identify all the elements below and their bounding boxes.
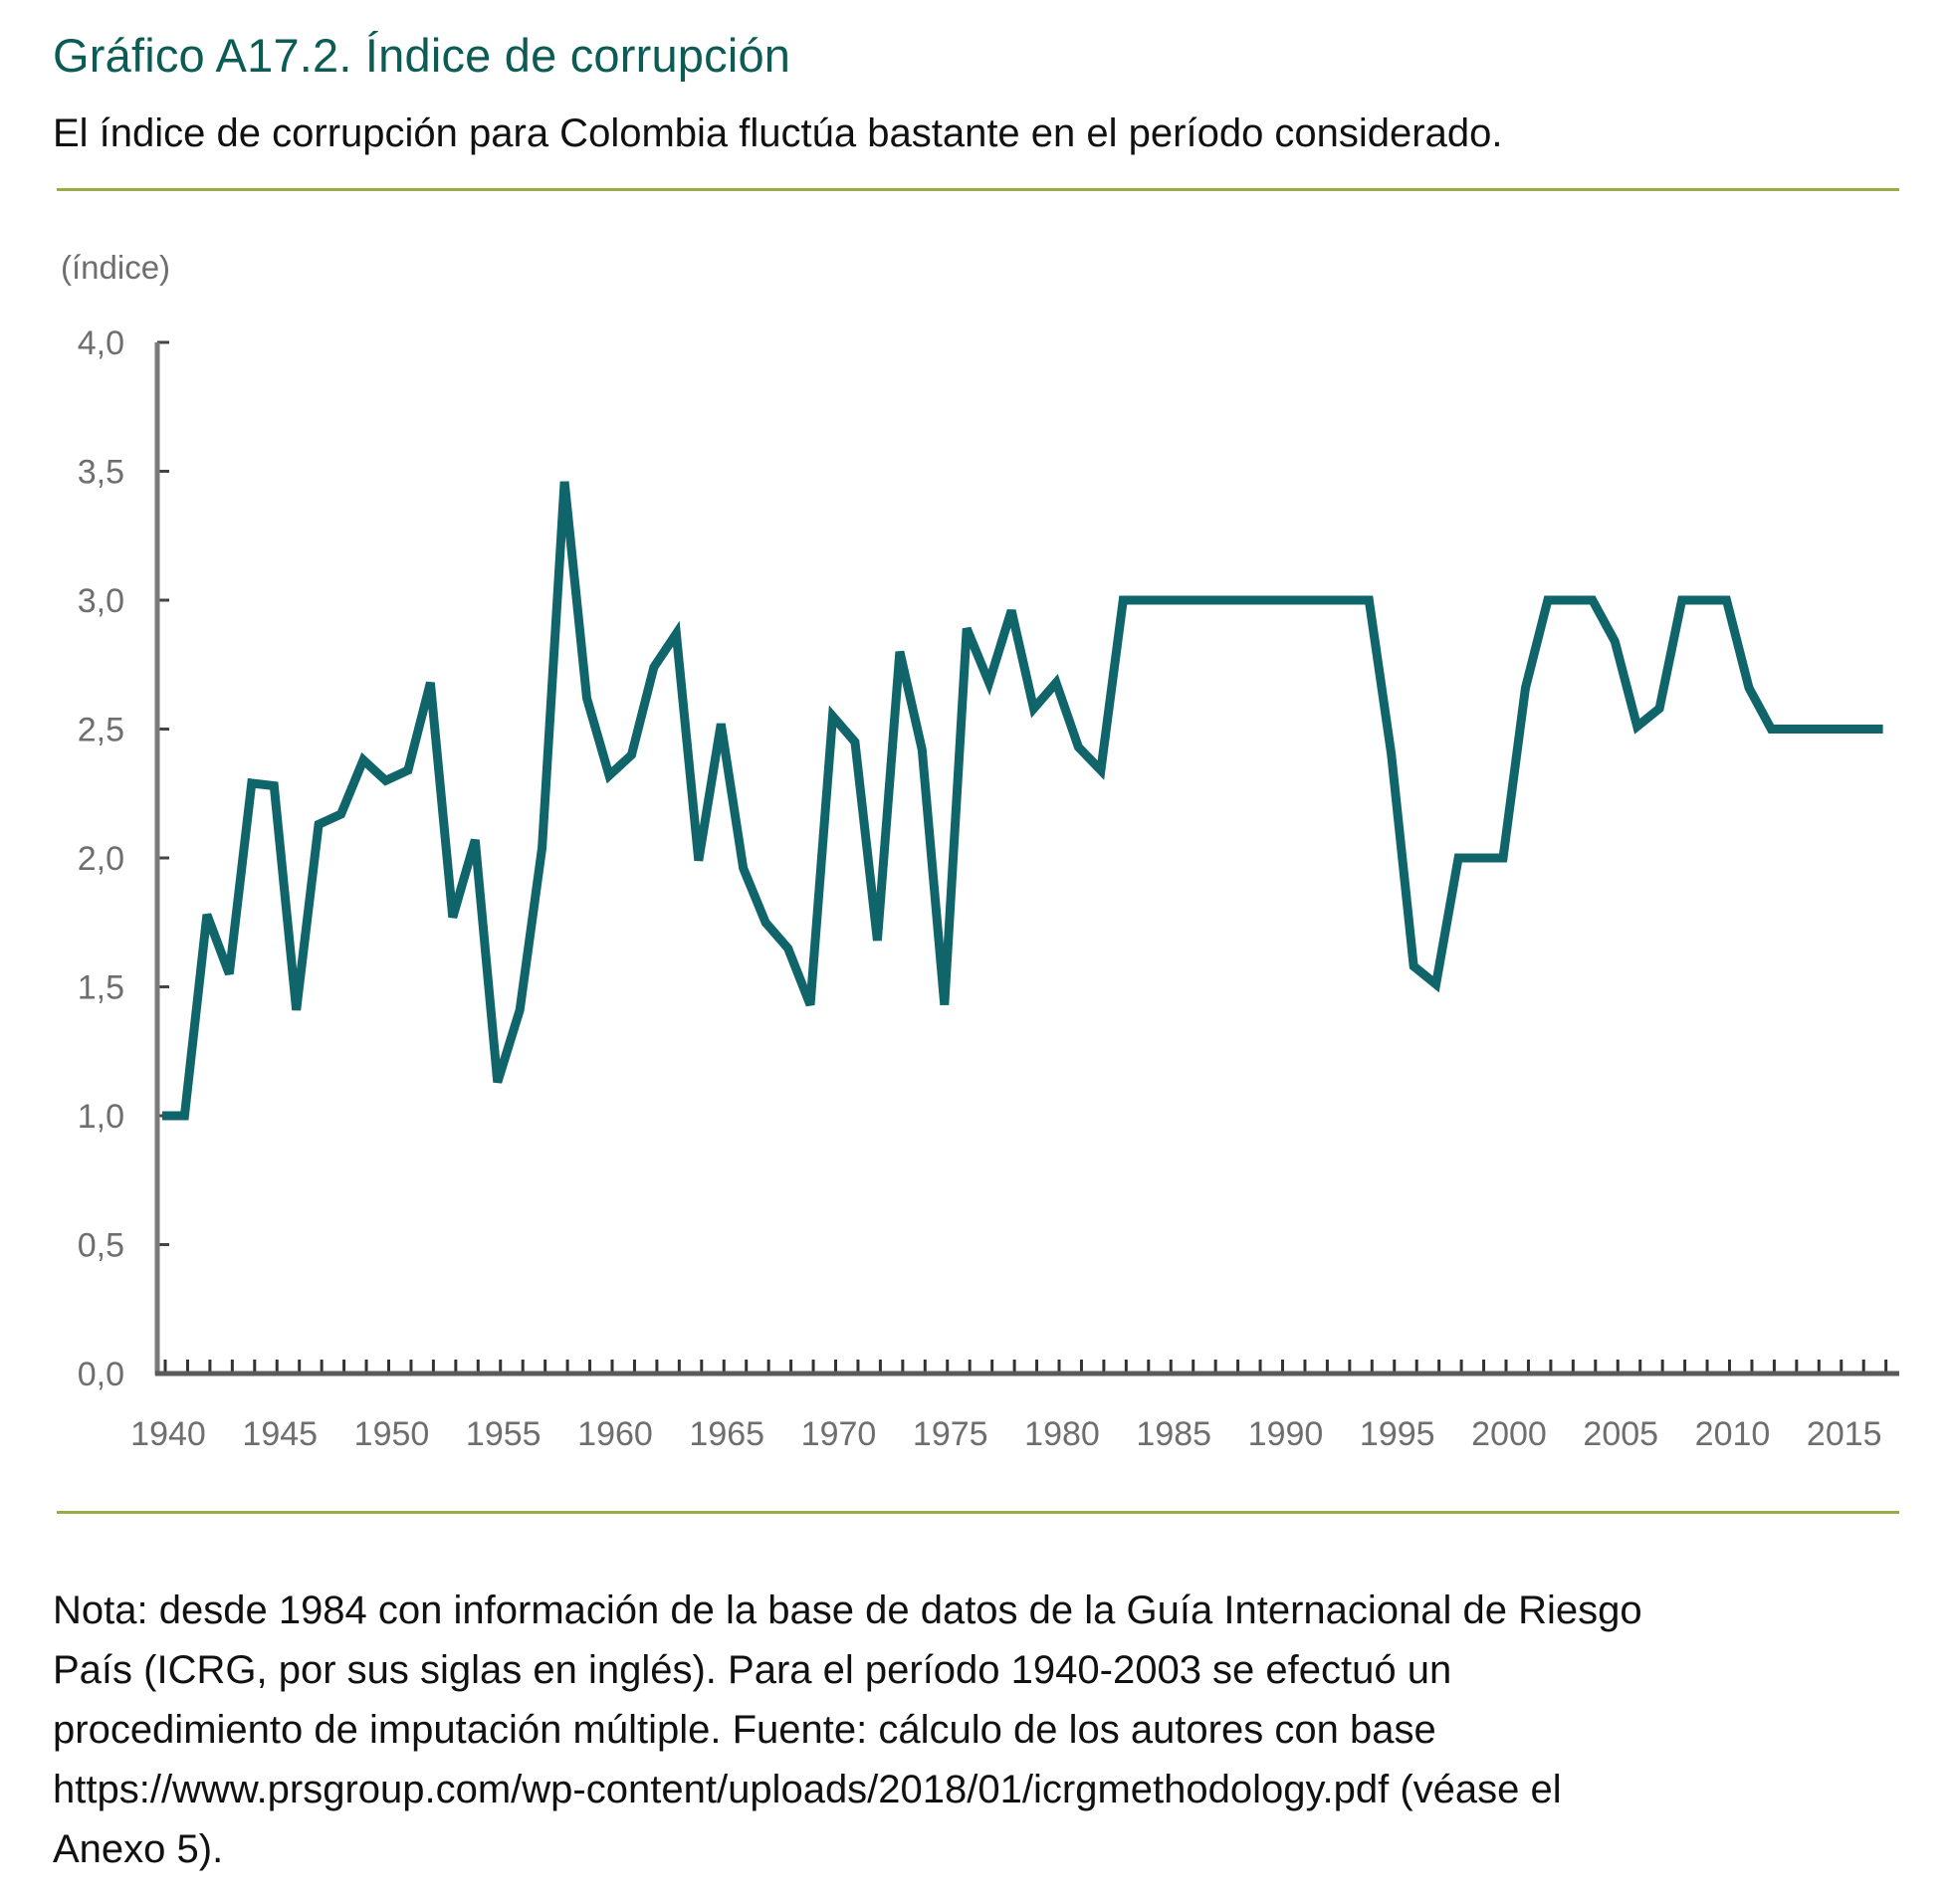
chart-title: Gráfico A17.2. Índice de corrupción	[53, 29, 791, 82]
chart-note: Nota: desde 1984 con información de la b…	[53, 1581, 1904, 1879]
x-tick-label: 2015	[1807, 1415, 1882, 1453]
x-tick-label: 1945	[242, 1415, 318, 1453]
x-tick-label: 1990	[1248, 1415, 1324, 1453]
bottom-divider	[57, 1511, 1899, 1514]
y-tick-label: 1,5	[78, 969, 124, 1007]
x-tick-label: 1940	[130, 1415, 206, 1453]
x-tick-label: 1955	[466, 1415, 542, 1453]
x-tick-label: 1970	[801, 1415, 877, 1453]
note-line: Anexo 5).	[53, 1827, 224, 1871]
y-axis-label: (índice)	[61, 249, 170, 286]
x-tick-label: 1965	[689, 1415, 764, 1453]
y-tick-label: 3,5	[78, 454, 124, 492]
note-line: Nota: desde 1984 con información de la b…	[53, 1588, 1642, 1632]
chart-subtitle: El índice de corrupción para Colombia fl…	[53, 111, 1503, 155]
y-tick-label: 2,5	[78, 712, 124, 749]
x-tick-label: 1995	[1360, 1415, 1435, 1453]
x-tick-label: 1975	[913, 1415, 988, 1453]
x-tick-label: 2010	[1695, 1415, 1771, 1453]
x-tick-label: 2000	[1471, 1415, 1547, 1453]
y-tick-label: 0,0	[78, 1356, 124, 1393]
x-tick-label: 1960	[577, 1415, 653, 1453]
series-group	[161, 481, 1883, 1121]
y-tick-label: 4,0	[78, 324, 124, 362]
y-tick-label: 3,0	[78, 582, 124, 620]
y-tick-label: 1,0	[78, 1098, 124, 1136]
note-line: https://www.prsgroup.com/wp-content/uplo…	[53, 1768, 1562, 1811]
x-tick-label: 1950	[354, 1415, 430, 1453]
note-line: procedimiento de imputación múltiple. Fu…	[53, 1708, 1436, 1752]
y-axis-ticks: 0,0 0,5 1,0 1,5 2,0 2,5 3,0 3,5 4,0	[78, 324, 169, 1393]
y-tick-label: 0,5	[78, 1227, 124, 1265]
x-axis-ticks: 1940 1945 1950 1955 1960 1965 1970 1975 1980 1985…	[130, 1360, 1888, 1453]
x-tick-label: 1980	[1024, 1415, 1100, 1453]
x-tick-label: 2005	[1583, 1415, 1658, 1453]
x-tick-label: 1985	[1136, 1415, 1211, 1453]
note-line: País (ICRG, por sus siglas en inglés). P…	[53, 1648, 1452, 1692]
top-divider	[57, 188, 1899, 191]
y-tick-label: 2,0	[78, 840, 124, 878]
line-chart: (índice) 0,0 0,5 1,0 1,5 2,0 2,5 3,0 3,5 4,0 194…	[61, 249, 1899, 1453]
series-line	[162, 481, 1883, 1121]
